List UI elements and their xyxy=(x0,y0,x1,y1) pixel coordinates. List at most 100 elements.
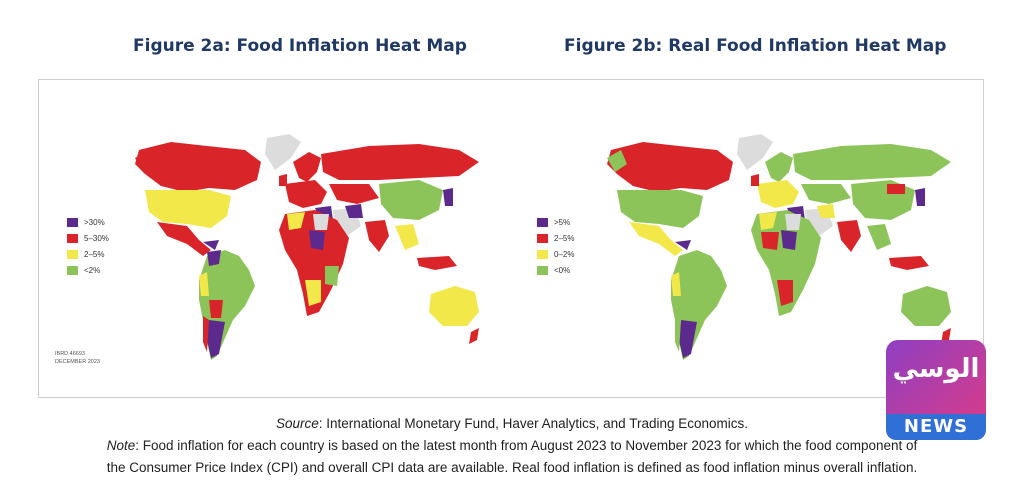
legend-a-label-3: 2–5% xyxy=(84,249,105,259)
legend-b-label-4: <0% xyxy=(554,265,571,275)
africa xyxy=(279,210,349,316)
legend-a-item-4: <2% xyxy=(67,262,109,278)
argentina xyxy=(679,320,697,358)
legend-b-label-2: 2–5% xyxy=(554,233,575,243)
note-caption-line-1: Note: Food inflation for each country is… xyxy=(0,438,1024,453)
greenland xyxy=(737,134,773,170)
united-states xyxy=(145,190,231,228)
india xyxy=(837,220,861,252)
legend-a-swatch-2 xyxy=(67,233,78,243)
libya xyxy=(313,214,329,230)
legend-b-swatch-4 xyxy=(537,265,548,275)
southern-africa xyxy=(305,280,321,306)
ibrd-note: IBRD 46693 DECEMBER 2023 xyxy=(55,350,100,366)
europe xyxy=(757,180,799,208)
india xyxy=(365,220,389,252)
mongolia xyxy=(887,184,905,194)
caribbean xyxy=(203,240,219,250)
logo-top-panel: الوسي xyxy=(886,340,986,414)
central-asia xyxy=(329,184,379,204)
japan-korea xyxy=(915,188,925,206)
greenland xyxy=(265,134,301,170)
central-asia xyxy=(801,184,851,204)
map-frame: >30% 5–30% 2–5% <2% IBRD 46693 DECEMBER … xyxy=(38,79,984,398)
peru xyxy=(671,272,681,296)
legend-b-swatch-3 xyxy=(537,249,548,259)
new-zealand xyxy=(469,328,479,344)
scandinavia xyxy=(293,152,321,182)
indonesia xyxy=(889,256,929,270)
legend-b-item-3: 0–2% xyxy=(537,246,574,262)
sudan xyxy=(309,230,325,250)
logo-news-text: NEWS xyxy=(886,414,986,440)
russia xyxy=(793,144,951,180)
venezuela xyxy=(207,250,221,266)
legend-a: >30% 5–30% 2–5% <2% xyxy=(67,214,109,278)
legend-a-swatch-1 xyxy=(67,217,78,227)
note-caption-line-2: the Consumer Price Index (CPI) and overa… xyxy=(0,460,1024,475)
legend-b-label-3: 0–2% xyxy=(554,249,575,259)
legend-b-item-2: 2–5% xyxy=(537,230,574,246)
iran xyxy=(345,204,363,218)
bolivia xyxy=(209,300,223,318)
legend-b-swatch-2 xyxy=(537,233,548,243)
figure-2a-title: Figure 2a: Food Inflation Heat Map xyxy=(133,36,467,56)
legend-a-swatch-3 xyxy=(67,249,78,259)
note-label: Note xyxy=(106,438,136,453)
east-africa xyxy=(325,266,339,286)
australia xyxy=(901,286,951,326)
indonesia xyxy=(417,256,457,270)
chile xyxy=(203,316,209,352)
argentina xyxy=(207,320,225,358)
southeast-asia xyxy=(867,224,891,250)
ibrd-date: DECEMBER 2023 xyxy=(55,359,100,365)
russia xyxy=(321,144,479,180)
figure-2b-title: Figure 2b: Real Food Inflation Heat Map xyxy=(564,36,947,56)
note-text-1: : Food inflation for each country is bas… xyxy=(135,438,918,453)
chile xyxy=(675,316,681,352)
source-text: : International Monetary Fund, Haver Ana… xyxy=(318,416,748,431)
scandinavia xyxy=(765,152,793,182)
note-text-2: the Consumer Price Index (CPI) and overa… xyxy=(106,460,918,475)
legend-a-item-2: 5–30% xyxy=(67,230,109,246)
source-caption: Source: International Monetary Fund, Hav… xyxy=(0,416,1024,431)
southern-africa xyxy=(777,280,793,306)
ibrd-id: IBRD 46693 xyxy=(55,351,85,357)
southeast-asia xyxy=(395,224,419,250)
libya xyxy=(785,214,801,230)
legend-a-label-1: >30% xyxy=(84,217,105,227)
japan-korea xyxy=(443,188,453,206)
australia xyxy=(429,286,479,326)
west-africa xyxy=(761,232,779,250)
iran xyxy=(817,204,835,218)
source-label: Source xyxy=(276,416,319,431)
mexico xyxy=(157,222,211,256)
logo-arabic-text: الوسي xyxy=(892,354,980,384)
north-africa-west xyxy=(287,212,305,230)
legend-b-swatch-1 xyxy=(537,217,548,227)
china xyxy=(379,180,443,220)
alaska xyxy=(607,150,627,172)
legend-b: >5% 2–5% 0–2% <0% xyxy=(537,214,574,278)
uk xyxy=(751,174,759,186)
legend-b-item-4: <0% xyxy=(537,262,574,278)
food-inflation-map xyxy=(135,134,479,360)
alaska xyxy=(135,150,155,172)
mexico xyxy=(629,222,683,256)
legend-a-item-1: >30% xyxy=(67,214,109,230)
united-states xyxy=(617,190,703,228)
real-food-inflation-map xyxy=(607,134,951,360)
uk xyxy=(279,174,287,186)
europe xyxy=(285,180,327,208)
legend-a-label-4: <2% xyxy=(84,265,101,275)
legend-a-label-2: 5–30% xyxy=(84,233,109,243)
canada xyxy=(607,142,733,192)
news-watermark-logo: الوسي NEWS xyxy=(886,340,986,440)
sudan xyxy=(781,230,797,250)
legend-b-label-1: >5% xyxy=(554,217,571,227)
canada xyxy=(135,142,261,192)
china xyxy=(851,180,915,220)
legend-a-swatch-4 xyxy=(67,265,78,275)
legend-b-item-1: >5% xyxy=(537,214,574,230)
north-africa-west xyxy=(759,212,777,230)
